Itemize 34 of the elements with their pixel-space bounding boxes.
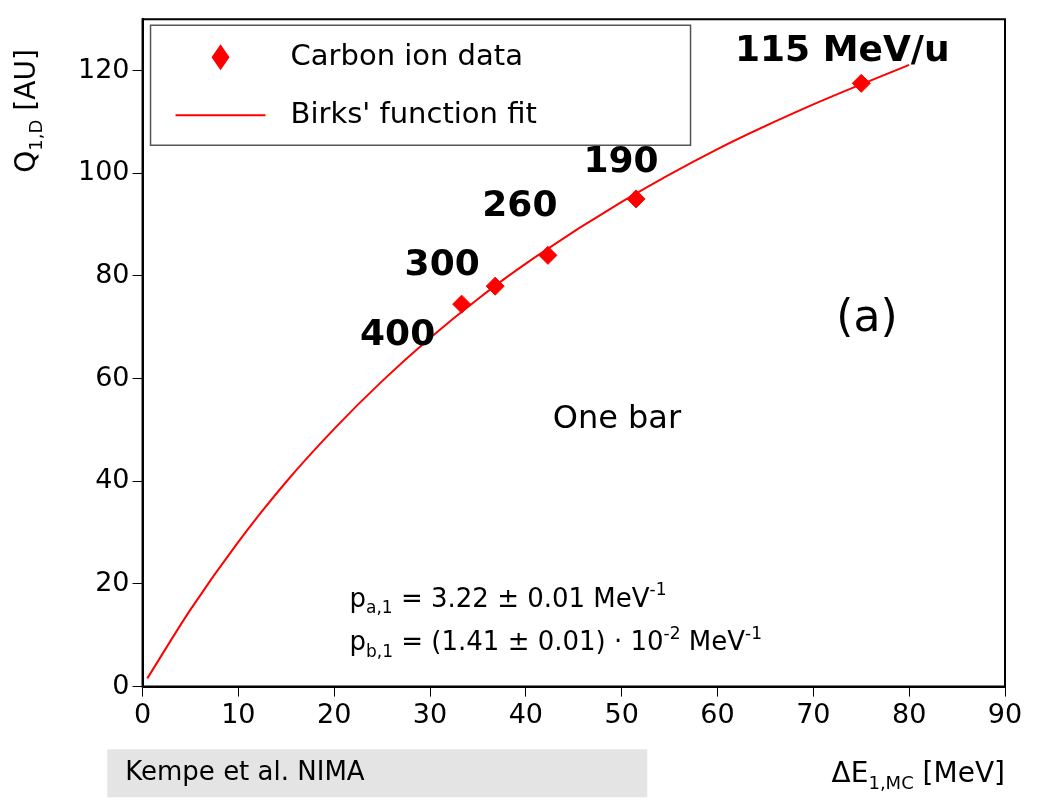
legend-label: Birks' function fit <box>290 95 537 130</box>
y-tick-label: 60 <box>95 360 130 392</box>
y-tick-label: 40 <box>95 463 130 495</box>
x-tick-label: 50 <box>604 697 639 729</box>
annotation: (a) <box>836 289 898 341</box>
point <box>626 189 646 209</box>
annotation: One bar <box>552 397 682 436</box>
point <box>851 73 871 93</box>
y-tick-label: 20 <box>95 565 130 597</box>
annotation: 115 MeV/u <box>734 27 950 69</box>
x-tick-label: 0 <box>133 697 152 729</box>
y-tick-label: 100 <box>77 155 130 187</box>
y-axis-title: Q1,D [AU] <box>8 49 47 173</box>
x-tick-label: 80 <box>891 697 927 729</box>
x-tick-label: 40 <box>508 697 544 729</box>
point <box>485 276 505 296</box>
x-tick-label: 70 <box>796 697 831 729</box>
x-tick-label: 20 <box>317 697 352 729</box>
point <box>452 294 472 314</box>
line-series <box>146 63 911 680</box>
y-tick-label: 120 <box>77 52 130 84</box>
x-tick-label: 60 <box>700 697 735 729</box>
x-tick-label: 90 <box>987 697 1023 729</box>
x-tick-label: 10 <box>221 697 256 729</box>
annotation: 300 <box>404 241 480 283</box>
annotation: 260 <box>482 182 558 224</box>
text: Kempe et al. NIMA <box>125 756 365 787</box>
annotation: 190 <box>583 139 659 181</box>
y-tick-label: 80 <box>95 257 130 289</box>
y-tick-label: 0 <box>112 668 130 700</box>
x-tick-label: 30 <box>412 697 448 729</box>
annotation: 400 <box>360 312 436 354</box>
legend-label: Carbon ion data <box>290 37 523 72</box>
point <box>538 245 558 265</box>
